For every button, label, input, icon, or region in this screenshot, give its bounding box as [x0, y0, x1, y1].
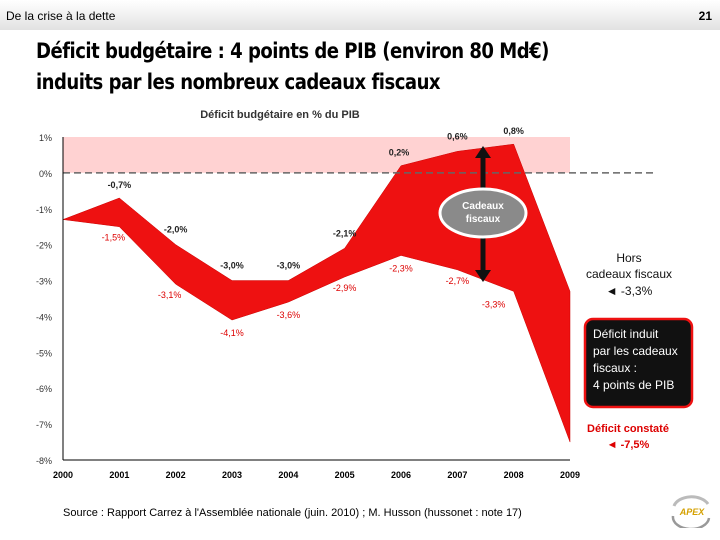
header-bar: De la crise à la dette 21 [0, 0, 720, 30]
y-tick-label: -5% [36, 348, 52, 358]
data-label-constate: -4,1% [220, 328, 244, 338]
data-label-constate: -3,1% [158, 290, 182, 300]
gap-arrow-head-down [475, 270, 491, 282]
gap-arrow-head-up [475, 146, 491, 158]
data-label-hors: -3,0% [277, 261, 301, 271]
hors-label-1: Hors [616, 251, 641, 265]
y-tick-label: -3% [36, 277, 52, 287]
data-label-constate: -3,6% [277, 310, 301, 320]
section-title: De la crise à la dette [6, 9, 116, 23]
constate-value: ◄ -7,5% [607, 439, 650, 451]
y-tick-label: 1% [39, 133, 52, 143]
data-label-constate: -1,5% [102, 233, 126, 243]
cadeaux-ellipse [438, 187, 528, 239]
slide-title-line-1: Déficit budgétaire : 4 points de PIB (en… [36, 39, 549, 63]
y-tick-label: -6% [36, 384, 52, 394]
page-number: 21 [698, 9, 712, 23]
data-label-hors: 0,6% [447, 131, 468, 141]
data-label-constate: -2,7% [446, 276, 470, 286]
data-label-hors: 0,8% [503, 126, 524, 136]
y-tick-label: -1% [36, 205, 52, 215]
x-tick-label: 2000 [53, 470, 73, 480]
x-tick-label: 2003 [222, 470, 242, 480]
data-label-constate: -2,9% [333, 283, 357, 293]
cadeaux-label-1: Cadeaux [462, 201, 504, 212]
y-tick-label: -2% [36, 241, 52, 251]
induced-deficit-line: fiscaux : [593, 361, 637, 375]
apex-logo: APEX [671, 495, 711, 528]
y-tick-label: 0% [39, 169, 52, 179]
induced-deficit-line: par les cadeaux [593, 344, 678, 358]
chart-title: Déficit budgétaire en % du PIB [200, 109, 360, 121]
data-label-hors: -2,0% [164, 225, 188, 235]
y-tick-label: -4% [36, 312, 52, 322]
x-tick-label: 2004 [278, 470, 298, 480]
x-tick-label: 2005 [335, 470, 355, 480]
slide-title: Déficit budgétaire : 4 points de PIB (en… [36, 36, 604, 98]
x-tick-label: 2008 [504, 470, 524, 480]
slide-title-line-2: induits par les nombreux cadeaux fiscaux [36, 70, 441, 94]
y-tick-label: -7% [36, 420, 52, 430]
x-tick-label: 2009 [560, 470, 580, 480]
induced-deficit-line: 4 points de PIB [593, 378, 674, 392]
induced-deficit-box [583, 317, 694, 409]
logo-text: APEX [679, 507, 706, 517]
data-label-hors: -3,0% [220, 261, 244, 271]
data-label-constate: -2,3% [389, 263, 413, 273]
data-label-constate: -3,3% [482, 299, 506, 309]
data-label-hors: -2,1% [333, 228, 357, 238]
hors-label-2: cadeaux fiscaux [586, 267, 672, 281]
source-note: Source : Rapport Carrez à l'Assemblée na… [63, 507, 522, 519]
constate-label: Déficit constaté [587, 423, 669, 435]
x-tick-label: 2007 [447, 470, 467, 480]
x-tick-label: 2001 [109, 470, 129, 480]
x-tick-label: 2002 [166, 470, 186, 480]
x-tick-label: 2006 [391, 470, 411, 480]
y-tick-label: -8% [36, 456, 52, 466]
data-label-hors: 0,2% [389, 148, 410, 158]
hors-value: ◄ -3,3% [606, 284, 653, 298]
induced-deficit-line: Déficit induit [593, 327, 659, 341]
cadeaux-label-2: fiscaux [466, 214, 501, 225]
data-label-hors: -0,7% [108, 180, 132, 190]
